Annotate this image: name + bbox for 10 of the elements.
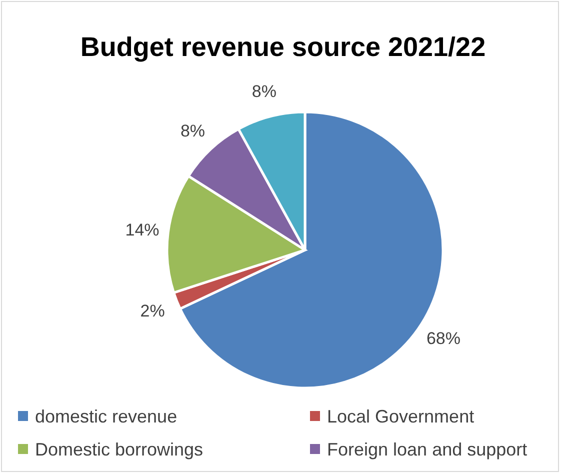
legend-label: Domestic borrowings bbox=[35, 439, 204, 460]
data-label: 68% bbox=[426, 328, 460, 348]
data-label: 14% bbox=[125, 220, 160, 240]
data-label: 8% bbox=[252, 82, 277, 102]
data-label: 2% bbox=[140, 301, 165, 320]
legend-label: Foreign loan and support bbox=[327, 439, 528, 460]
legend-label: domestic revenue bbox=[35, 406, 178, 426]
chart-title: Budget revenue source 2021/22 bbox=[80, 32, 486, 62]
legend-label: Local Government bbox=[327, 406, 474, 426]
data-label: 8% bbox=[180, 121, 206, 140]
